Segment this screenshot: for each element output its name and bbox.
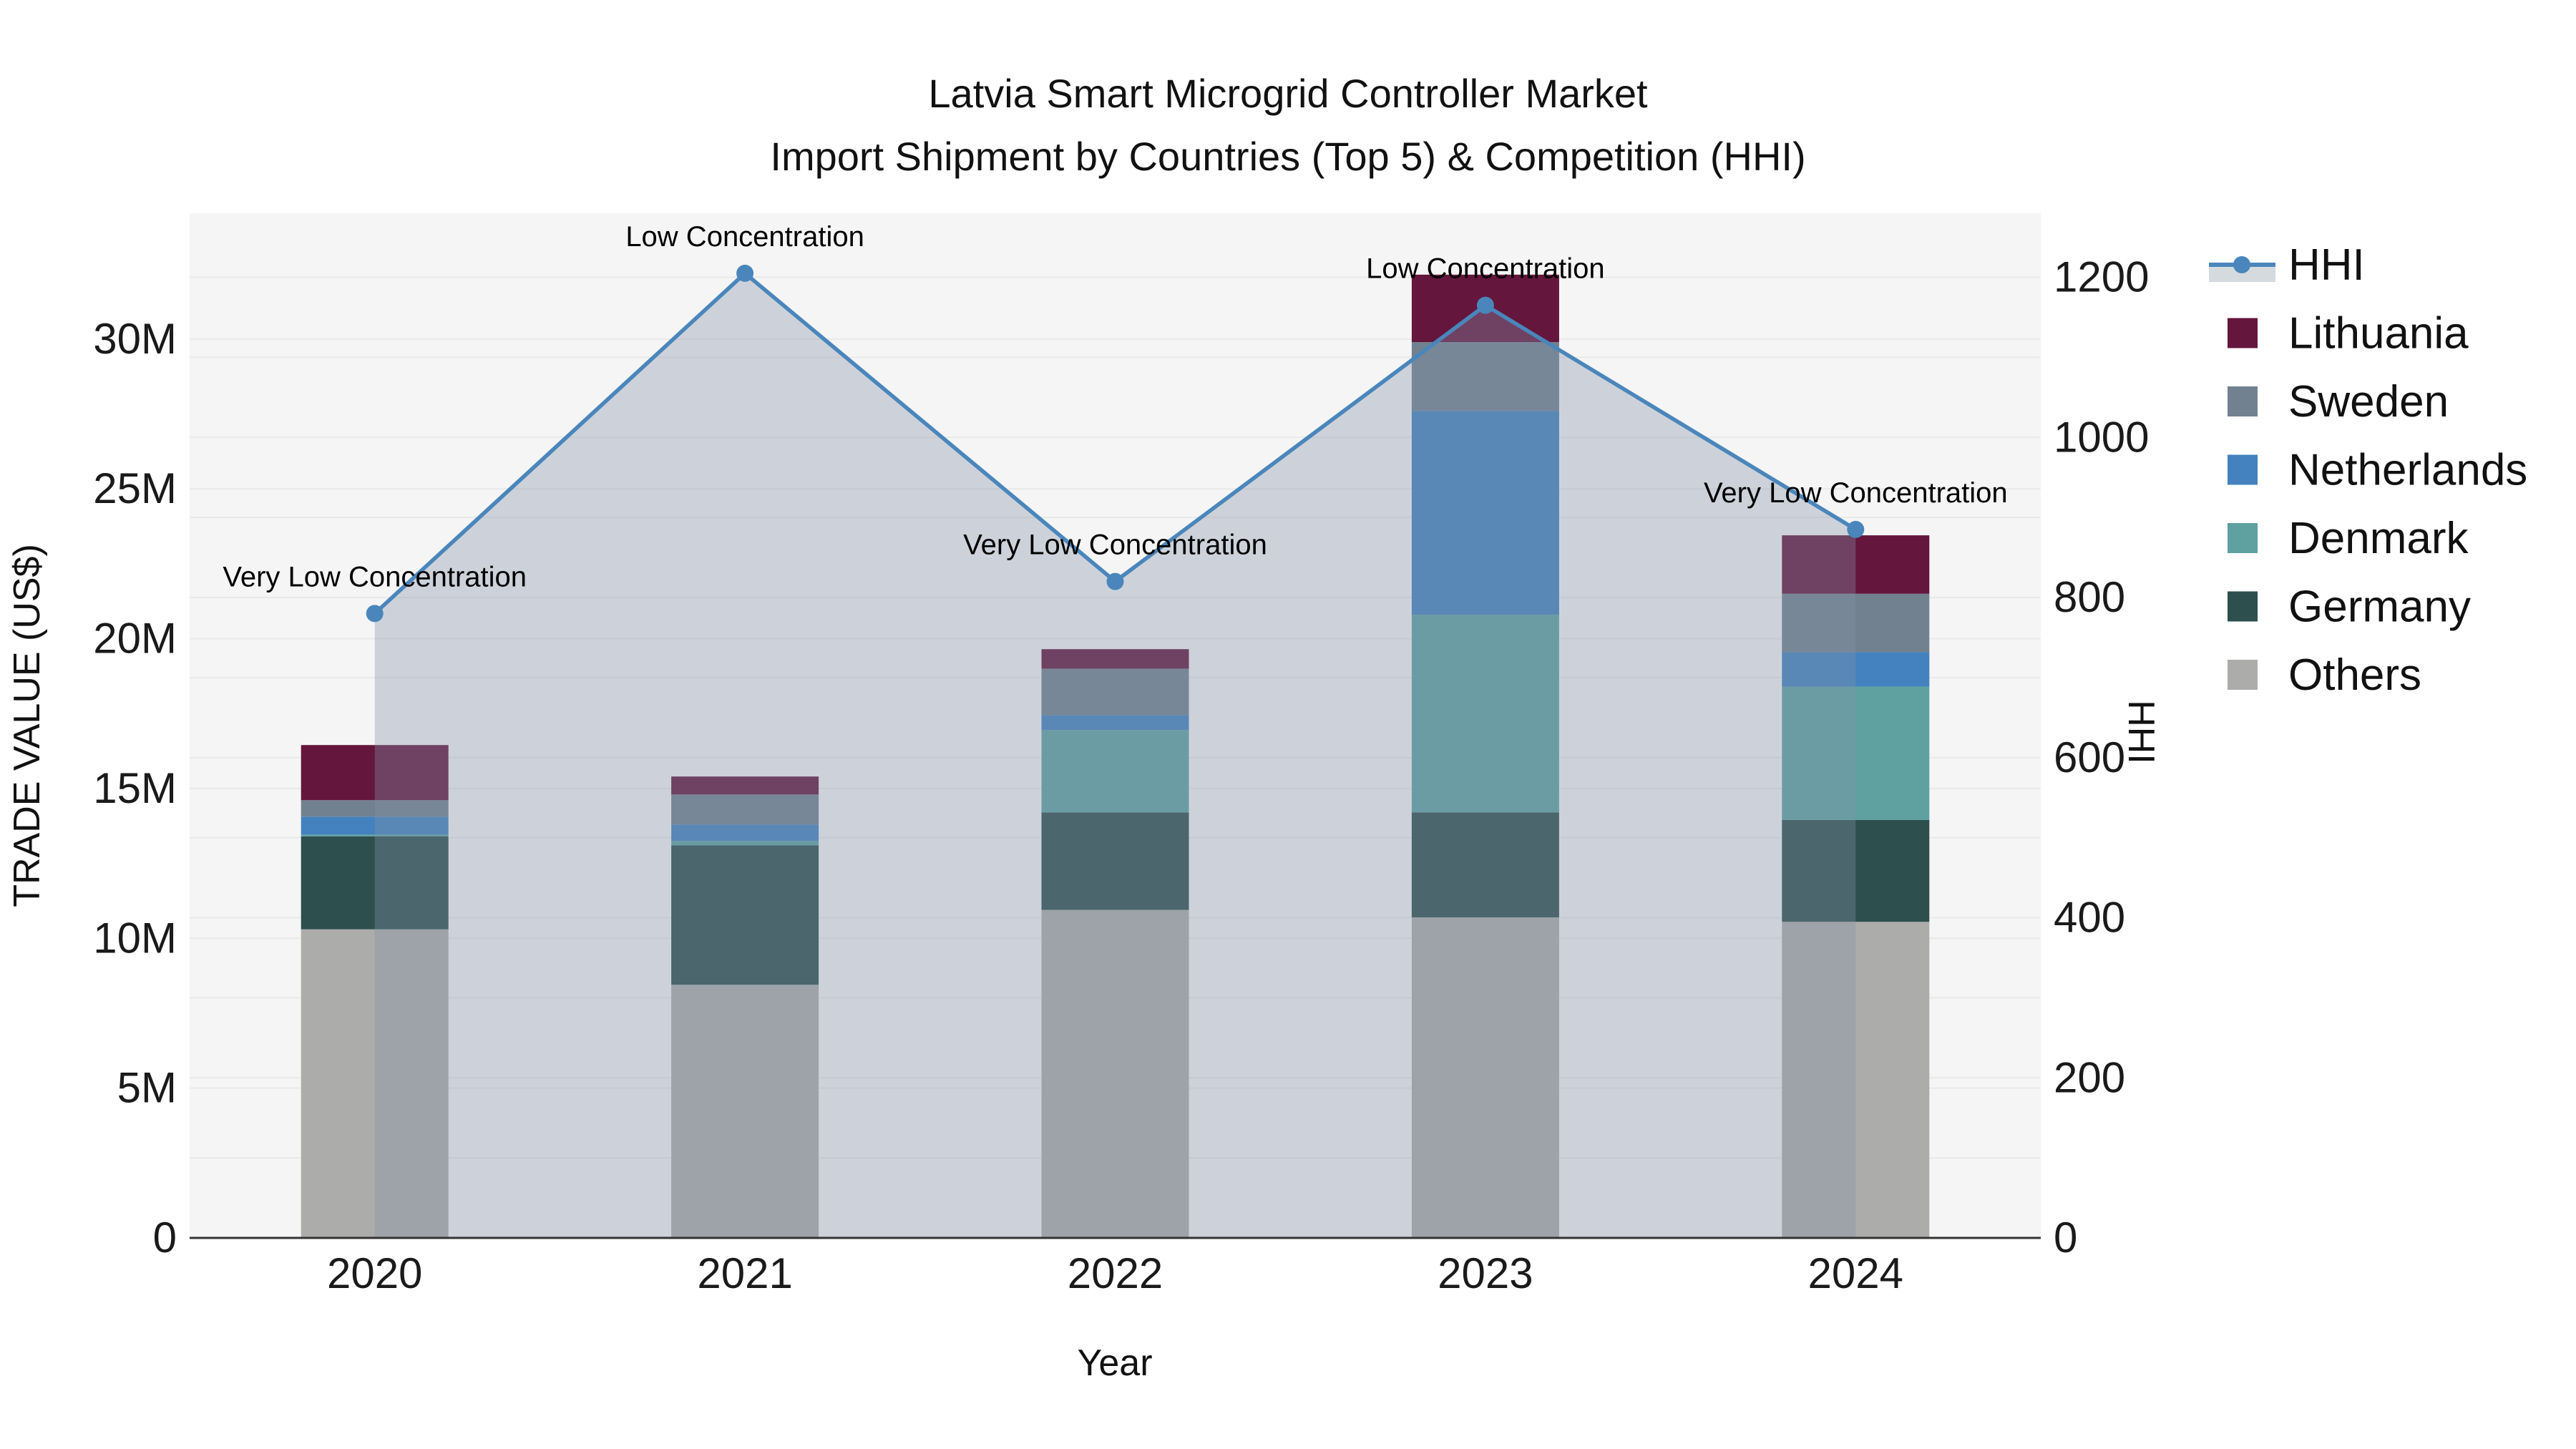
bar-segment-netherlands-2023[interactable]: [1411, 411, 1559, 615]
y-right-tick-label: 800: [2054, 573, 2125, 621]
bar-segment-netherlands-2021[interactable]: [671, 824, 819, 841]
legend-item-lithuania[interactable]: Lithuania: [2228, 309, 2469, 358]
bar-segment-denmark-2023[interactable]: [1411, 615, 1559, 813]
legend-item-label: Netherlands: [2288, 446, 2527, 495]
y-left-tick-label: 15M: [93, 764, 177, 812]
annotation-2020: Very Low Concentration: [223, 561, 527, 592]
bar-segment-netherlands-2024[interactable]: [1782, 652, 1930, 687]
bar-segment-denmark-2022[interactable]: [1041, 730, 1189, 813]
bar-segment-sweden-2024[interactable]: [1782, 593, 1930, 653]
annotation-2021: Low Concentration: [625, 221, 864, 253]
bar-segment-sweden-2022[interactable]: [1041, 668, 1189, 716]
y-right-tick-label: 600: [2054, 733, 2125, 781]
hhi-marker-2023[interactable]: [1476, 296, 1494, 314]
bar-segment-others-2020[interactable]: [301, 929, 449, 1238]
y-right-tick-label: 1200: [2054, 253, 2149, 301]
hhi-marker-2020[interactable]: [366, 605, 384, 623]
y-left-axis-title: TRADE VALUE (US$): [6, 544, 48, 907]
x-axis-title: Year: [1077, 1342, 1152, 1384]
legend-item-denmark[interactable]: Denmark: [2228, 514, 2469, 563]
bar-segment-sweden-2021[interactable]: [671, 794, 819, 825]
legend-item-others[interactable]: Others: [2228, 650, 2421, 700]
legend-swatch-icon: [2228, 523, 2258, 553]
bar-segment-denmark-2024[interactable]: [1782, 686, 1930, 820]
bar-segment-lithuania-2024[interactable]: [1782, 535, 1930, 594]
bar-segment-germany-2022[interactable]: [1041, 812, 1189, 910]
legend-item-label: Others: [2288, 650, 2421, 700]
annotation-2023: Low Concentration: [1366, 253, 1605, 285]
y-left-tick-label: 25M: [93, 464, 177, 512]
legend-item-label: Sweden: [2288, 377, 2449, 426]
bar-segment-netherlands-2022[interactable]: [1041, 715, 1189, 731]
x-tick-label: 2021: [697, 1249, 792, 1297]
x-tick-label: 2020: [327, 1249, 422, 1297]
y-left-tick-label: 5M: [117, 1064, 177, 1112]
y-right-tick-label: 1000: [2054, 413, 2149, 461]
legend-item-germany[interactable]: Germany: [2228, 582, 2471, 632]
bar-segment-sweden-2020[interactable]: [301, 800, 449, 817]
y-right-tick-label: 400: [2054, 894, 2125, 942]
legend-swatch-icon: [2228, 454, 2258, 485]
hhi-marker-2024[interactable]: [1847, 520, 1865, 538]
bar-segment-germany-2021[interactable]: [671, 845, 819, 985]
legend-swatch-icon: [2228, 386, 2258, 416]
legend-item-netherlands[interactable]: Netherlands: [2228, 446, 2527, 495]
hhi-area-fill: [374, 273, 1856, 1238]
annotation-2024: Very Low Concentration: [1704, 477, 2008, 509]
bar-segment-denmark-2020[interactable]: [301, 834, 449, 836]
hhi-legend-marker-icon: [2233, 256, 2250, 273]
legend-item-sweden[interactable]: Sweden: [2228, 377, 2449, 426]
legend-item-hhi[interactable]: HHI: [2209, 240, 2365, 290]
y-right-tick-label: 0: [2054, 1214, 2077, 1262]
legend-item-label: HHI: [2288, 240, 2365, 290]
legend-item-label: Lithuania: [2288, 309, 2469, 358]
x-tick-label: 2022: [1068, 1249, 1163, 1297]
bar-segment-lithuania-2022[interactable]: [1041, 649, 1189, 669]
bar-segment-netherlands-2020[interactable]: [301, 816, 449, 835]
bar-segment-others-2024[interactable]: [1782, 922, 1930, 1238]
bar-segment-others-2022[interactable]: [1041, 909, 1189, 1238]
bar-segment-germany-2020[interactable]: [301, 836, 449, 930]
bar-segment-denmark-2021[interactable]: [671, 841, 819, 846]
annotation-2022: Very Low Concentration: [963, 530, 1267, 561]
y-right-tick-label: 200: [2054, 1053, 2125, 1101]
bar-segment-others-2021[interactable]: [671, 985, 819, 1238]
legend-swatch-icon: [2228, 318, 2258, 348]
x-tick-label: 2024: [1808, 1249, 1903, 1297]
legend-swatch-icon: [2228, 591, 2258, 622]
legend-item-label: Denmark: [2288, 514, 2469, 563]
y-left-tick-label: 10M: [93, 914, 177, 962]
chart-subtitle: Import Shipment by Countries (Top 5) & C…: [770, 134, 1805, 179]
bar-segment-germany-2023[interactable]: [1411, 812, 1559, 917]
bar-segment-sweden-2023[interactable]: [1411, 342, 1559, 411]
hhi-marker-2021[interactable]: [736, 264, 754, 282]
y-left-tick-label: 20M: [93, 615, 177, 663]
hhi-marker-2022[interactable]: [1106, 572, 1124, 590]
bar-segment-others-2023[interactable]: [1411, 917, 1559, 1238]
bar-segment-germany-2024[interactable]: [1782, 819, 1930, 922]
legend-item-label: Germany: [2288, 582, 2471, 632]
bar-segment-lithuania-2021[interactable]: [671, 776, 819, 795]
y-left-tick-label: 0: [153, 1214, 177, 1262]
legend-swatch-icon: [2228, 660, 2258, 690]
x-tick-label: 2023: [1438, 1249, 1533, 1297]
chart-title: Latvia Smart Microgrid Controller Market: [928, 71, 1648, 116]
y-left-tick-label: 30M: [93, 315, 177, 363]
y-right-axis-title: HHI: [2120, 700, 2162, 764]
bar-segment-lithuania-2020[interactable]: [301, 745, 449, 801]
